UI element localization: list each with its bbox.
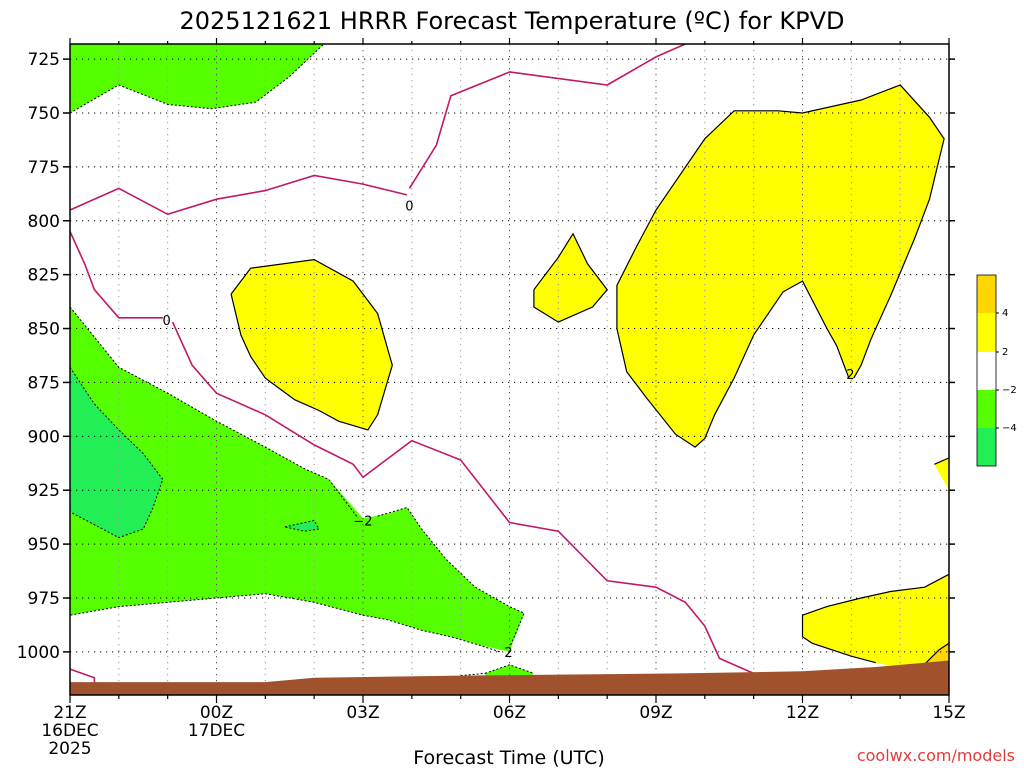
contour-line-pos2 xyxy=(533,232,608,323)
contour-line-neg2 xyxy=(70,367,164,539)
contour-label: −2 xyxy=(353,514,372,529)
x-tick-label: 12Z xyxy=(786,703,819,723)
contour-label: 2 xyxy=(504,646,512,661)
y-tick-label: 900 xyxy=(28,427,60,447)
contour-line-neg2 xyxy=(377,506,525,648)
y-tick-label: 850 xyxy=(28,320,60,340)
x-tick-label: 09Z xyxy=(639,703,672,723)
x-tick-label: 00Z xyxy=(200,703,233,723)
contour-line-neg2 xyxy=(70,593,500,653)
plot-area xyxy=(70,44,949,695)
y-tick-label: 800 xyxy=(28,212,60,232)
color-legend: 4 2 −2 −4 xyxy=(976,274,1017,467)
x-tick-label: 15Z xyxy=(932,703,965,723)
y-tick-label: 950 xyxy=(28,535,60,555)
terrain xyxy=(70,660,949,695)
contour-line-zero xyxy=(171,321,755,675)
y-tick-label: 725 xyxy=(28,50,60,70)
contour-line-zero xyxy=(70,174,408,216)
x-tick-label: 17DEC xyxy=(188,721,245,741)
legend-label: 4 xyxy=(1002,308,1008,319)
x-axis-label: Forecast Time (UTC) xyxy=(413,747,604,768)
contour-line-zero xyxy=(408,44,686,189)
contour-line-pos2 xyxy=(934,457,949,465)
contour-label: 0 xyxy=(405,200,413,215)
legend-swatch-neg2-2 xyxy=(977,352,996,390)
y-tick-label: 875 xyxy=(28,373,60,393)
y-axis: 725 750 775 800 825 850 875 900 925 950 975 1000 xyxy=(17,50,955,663)
legend-label: −4 xyxy=(1002,423,1017,434)
contour-line-pos2 xyxy=(801,573,949,664)
contour-line-neg2 xyxy=(70,306,359,519)
contour-line-zero xyxy=(70,231,163,319)
y-tick-label: 975 xyxy=(28,589,60,609)
y-tick-label: 1000 xyxy=(17,643,60,663)
legend-frame xyxy=(976,274,997,467)
contour-line-neg2 xyxy=(484,664,535,674)
temp-region-2-4 xyxy=(802,574,949,683)
contour-line-neg2 xyxy=(284,519,320,532)
x-tick-label: 06Z xyxy=(493,703,526,723)
chart-title: 2025121621 HRRR Forecast Temperature (ºC… xyxy=(179,7,844,35)
ground-terrain xyxy=(70,660,949,695)
y-tick-label: 825 xyxy=(28,266,60,286)
contour-label: 0 xyxy=(163,314,171,329)
contour-line-neg2 xyxy=(70,44,325,114)
temp-region-neg4-neg2 xyxy=(70,307,525,652)
temp-region-neg4-neg2 xyxy=(70,44,324,113)
legend-label: 2 xyxy=(1002,347,1008,358)
contour-line-pos2 xyxy=(230,258,393,431)
contour-line-neg2 xyxy=(460,672,486,677)
contour-line-pos2 xyxy=(616,84,945,448)
temp-region-2-4 xyxy=(533,233,608,323)
x-tick-label: 2025 xyxy=(48,739,91,759)
legend-label: −2 xyxy=(1002,385,1017,396)
temp-region-2-4 xyxy=(231,259,393,430)
legend-swatch-neg4-neg2 xyxy=(977,390,996,428)
credit-text: coolwx.com/models xyxy=(857,746,1015,765)
legend-swatch-gt4 xyxy=(977,275,996,313)
temp-region-lt-neg4 xyxy=(70,367,163,538)
temp-region-2-4 xyxy=(616,85,945,448)
x-tick-label: 21Z xyxy=(53,703,86,723)
x-tick-label: 03Z xyxy=(346,703,379,723)
legend-swatch-2-4 xyxy=(977,313,996,352)
fill-regions xyxy=(70,44,949,687)
contour-labels: 0 0 2 −2 2 xyxy=(163,200,855,661)
contour-label: 2 xyxy=(846,368,854,383)
y-tick-label: 750 xyxy=(28,104,60,124)
y-tick-label: 775 xyxy=(28,158,60,178)
legend-swatch-lt-neg4 xyxy=(977,428,996,466)
y-tick-label: 925 xyxy=(28,481,60,501)
gridlines xyxy=(70,44,949,695)
temp-region-2-4 xyxy=(934,457,949,491)
x-tick-label: 16DEC xyxy=(41,721,98,741)
